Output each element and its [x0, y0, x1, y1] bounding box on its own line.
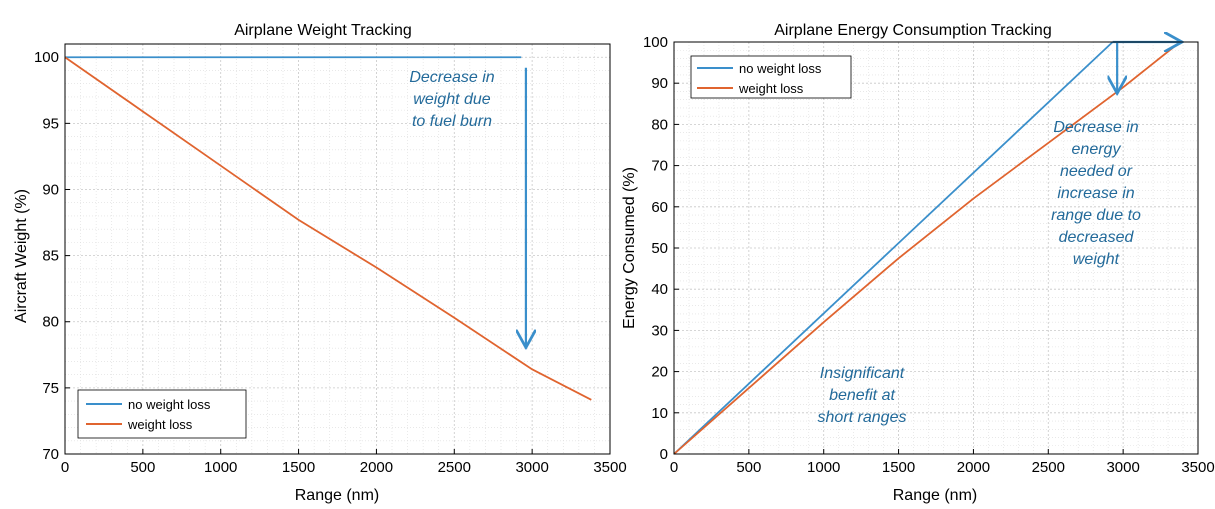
y-tick-label: 100: [643, 34, 668, 51]
x-tick-label: 2500: [1032, 459, 1065, 476]
x-tick-label: 3000: [515, 459, 548, 476]
x-tick-label: 2000: [957, 459, 990, 476]
weight-chart-ylabel: Aircraft Weight (%): [13, 189, 30, 323]
y-tick-label: 30: [651, 322, 668, 339]
annotation-text: needed or: [1060, 163, 1133, 180]
legend-label-no-weight-loss: no weight loss: [128, 397, 211, 412]
energy-chart-ylabel: Energy Consumed (%): [621, 167, 638, 329]
weight-chart-xlabel: Range (nm): [295, 487, 379, 504]
legend-label-weight-loss: weight loss: [127, 417, 193, 432]
y-tick-label: 80: [651, 116, 668, 133]
y-tick-label: 80: [42, 314, 59, 331]
annotation-text: short ranges: [818, 409, 907, 426]
y-tick-label: 10: [651, 405, 668, 422]
y-tick-label: 100: [34, 49, 59, 66]
y-tick-label: 20: [651, 364, 668, 381]
y-tick-label: 95: [42, 115, 59, 132]
y-tick-label: 50: [651, 240, 668, 257]
x-tick-label: 2000: [360, 459, 393, 476]
x-tick-label: 2500: [438, 459, 471, 476]
x-tick-label: 1500: [882, 459, 915, 476]
annotation-text: Decrease in: [1053, 119, 1138, 136]
series-line-weight-loss: [64, 56, 592, 401]
x-tick-label: 0: [61, 459, 69, 476]
x-tick-label: 3000: [1106, 459, 1139, 476]
legend-label-no-weight-loss: no weight loss: [739, 61, 822, 76]
y-tick-label: 90: [42, 181, 59, 198]
series-line-no-weight-loss: [673, 41, 1114, 455]
x-tick-label: 0: [670, 459, 678, 476]
x-tick-label: 500: [130, 459, 155, 476]
series-line-weight-loss: [673, 41, 1181, 455]
energy-chart-xlabel: Range (nm): [893, 487, 977, 504]
energy-chart: Airplane Energy Consumption Tracking Ene…: [621, 22, 1215, 504]
annotation-text: weight due: [413, 91, 490, 108]
legend-box: [690, 55, 852, 99]
x-tick-label: 500: [736, 459, 761, 476]
y-tick-label: 70: [651, 158, 668, 175]
y-tick-label: 90: [651, 75, 668, 92]
x-tick-label: 3500: [1181, 459, 1214, 476]
y-tick-label: 60: [651, 199, 668, 216]
y-tick-label: 40: [651, 281, 668, 298]
x-tick-label: 1500: [282, 459, 315, 476]
y-tick-label: 0: [660, 446, 668, 463]
legend-label-weight-loss: weight loss: [738, 81, 804, 96]
weight-chart-legend: no weight loss weight loss: [77, 389, 247, 439]
x-tick-label: 1000: [807, 459, 840, 476]
energy-chart-legend: no weight loss weight loss: [690, 55, 852, 99]
annotation-text: benefit at: [829, 387, 895, 404]
x-tick-label: 3500: [593, 459, 626, 476]
legend-box: [77, 389, 247, 439]
annotation-text: increase in: [1057, 185, 1134, 202]
energy-chart-frame: [673, 41, 1199, 455]
annotation-text: decreased: [1059, 229, 1135, 246]
y-tick-label: 85: [42, 248, 59, 265]
y-tick-label: 75: [42, 380, 59, 397]
weight-chart-frame: [64, 43, 611, 455]
annotation-text: Decrease in: [409, 69, 494, 86]
weight-chart: Airplane Weight Tracking Aircraft Weight…: [13, 22, 627, 504]
annotation-text: energy: [1072, 141, 1122, 158]
y-tick-label: 70: [42, 446, 59, 463]
annotation-text: range due to: [1051, 207, 1141, 224]
annotation-text: Insignificant: [820, 365, 905, 382]
energy-chart-title: Airplane Energy Consumption Tracking: [774, 22, 1051, 39]
annotation-text: weight: [1073, 251, 1120, 268]
annotation-text: to fuel burn: [412, 113, 492, 130]
x-tick-label: 1000: [204, 459, 237, 476]
weight-chart-title: Airplane Weight Tracking: [234, 22, 412, 39]
